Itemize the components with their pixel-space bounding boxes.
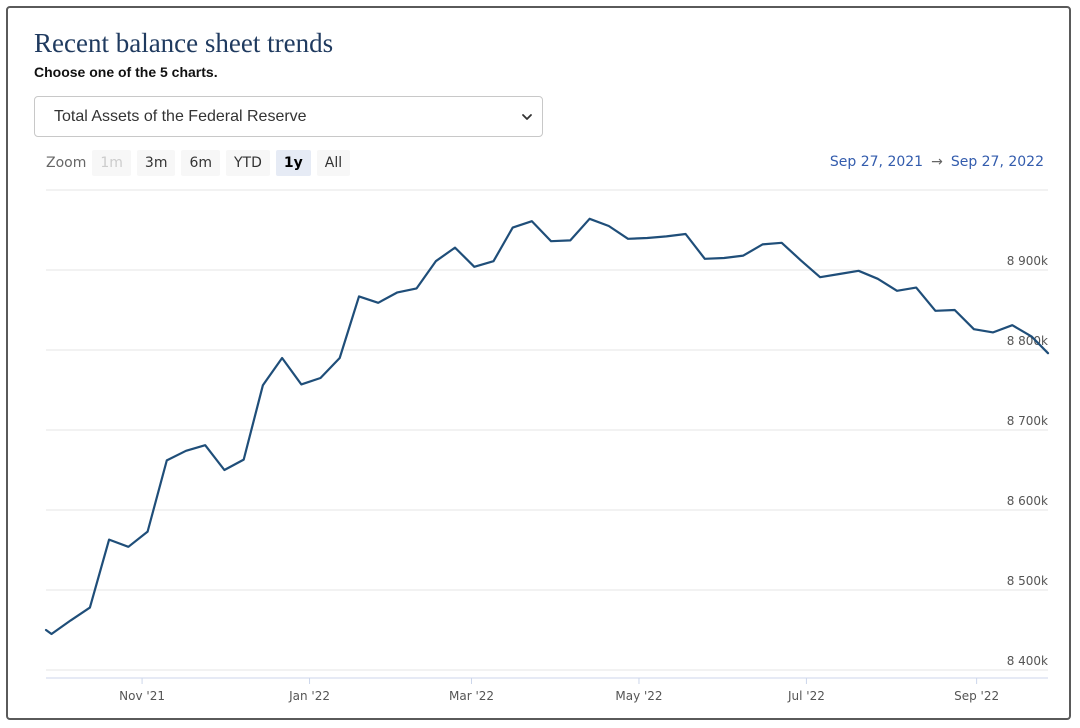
series-line-total-assets[interactable] [44,217,1050,636]
zoom-label: Zoom [46,155,87,171]
chevron-down-icon [522,114,532,120]
x-tick-label: Sep '22 [954,689,999,703]
x-tick-label: Jan '22 [288,689,330,703]
x-tick-label: Nov '21 [119,689,165,703]
x-axis-tick-labels: Nov '21 Jan '22 Mar '22 May '22 Jul '22 Sep '… [119,678,999,703]
x-tick-label: Mar '22 [449,689,494,703]
series-group [44,217,1050,636]
range-arrow-icon: → [931,154,943,170]
x-tick-label: May '22 [615,689,662,703]
y-tick-label: 8 600k [1007,494,1048,508]
date-range-display: Sep 27, 2021 → Sep 27, 2022 [830,154,1044,170]
zoom-button-6m[interactable]: 6m [181,150,220,176]
zoom-button-1y[interactable]: 1y [275,150,311,176]
chart-chooser-label: Choose one of the 5 charts. [34,64,218,80]
y-tick-label: 8 900k [1007,254,1048,268]
grid-lines [46,189,1048,679]
range-start-date[interactable]: Sep 27, 2021 [829,154,924,170]
zoom-button-all[interactable]: All [316,150,351,176]
chart-select-value: Total Assets of the Federal Reserve [54,108,307,125]
y-tick-label: 8 800k [1007,334,1048,348]
chart-select-dropdown[interactable]: Total Assets of the Federal Reserve [34,96,543,137]
y-tick-label: 8 700k [1007,414,1048,428]
y-tick-label: 8 500k [1007,574,1048,588]
zoom-button-ytd[interactable]: YTD [226,150,270,176]
x-tick-label: Jul '22 [787,689,825,703]
zoom-button-3m[interactable]: 3m [136,150,176,176]
page-title: Recent balance sheet trends [34,28,334,59]
zoom-button-1m[interactable]: 1m [92,150,131,176]
zoom-bar: Zoom 1m 3m 6m YTD 1y All [46,150,356,176]
y-tick-label: 8 400k [1007,654,1048,668]
y-axis-tick-labels: 8 400k 8 500k 8 600k 8 700k 8 800k 8 900k [1007,254,1048,668]
range-end-date[interactable]: Sep 27, 2022 [950,154,1044,170]
